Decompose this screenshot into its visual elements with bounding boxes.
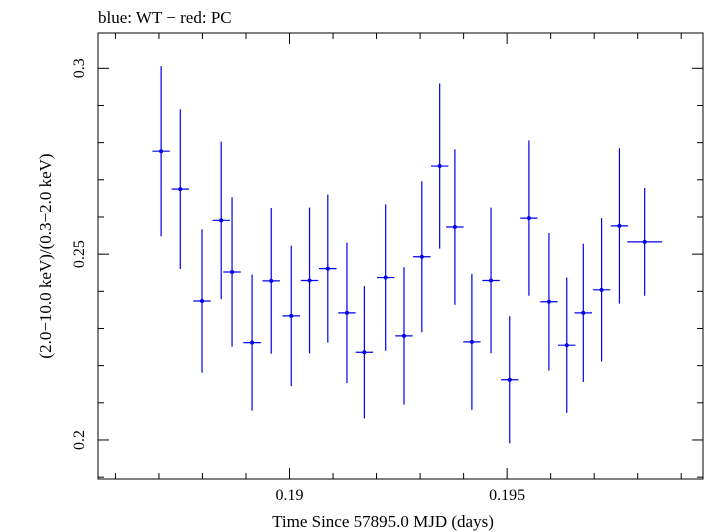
data-point [262,208,280,354]
point-marker [546,299,551,304]
point-marker [507,377,512,382]
data-point [463,273,481,410]
data-point [574,243,593,382]
data-point [223,197,241,347]
data-point [610,148,629,304]
point-marker [325,266,330,271]
point-marker [250,340,255,345]
point-marker [219,218,224,223]
point-marker [452,225,457,230]
point-marker [599,287,604,292]
data-point [540,232,558,371]
point-marker [362,350,367,355]
data-point [430,83,449,249]
data-point [152,66,170,237]
point-marker [489,278,494,283]
data-point [501,316,519,444]
x-tick-label: 0.19 [276,487,304,504]
x-axis-title: Time Since 57895.0 MJD (days) [272,512,494,531]
point-marker [469,339,474,344]
point-marker [581,310,586,315]
point-marker [269,278,274,283]
y-tick-label: 0.2 [71,430,88,450]
point-marker [419,254,424,259]
data-point [376,204,395,351]
point-marker [617,223,622,228]
point-marker [526,216,531,221]
plot-frame [97,32,704,480]
point-marker [289,313,294,318]
point-marker [200,298,205,303]
point-marker [344,310,349,315]
data-point [282,245,300,387]
point-marker [642,239,647,244]
point-marker [230,269,235,274]
y-tick-label: 0.25 [71,240,88,268]
data-point [413,181,431,333]
data-points [152,66,663,444]
point-marker [307,278,312,283]
data-point [592,218,611,362]
y-tick-label: 0.3 [71,58,88,78]
point-marker [159,149,164,154]
data-point [338,242,356,384]
point-marker [437,164,442,169]
data-point [243,274,261,411]
data-point [171,109,189,270]
data-point [319,194,337,343]
data-point [446,149,464,305]
data-point [300,207,319,354]
data-point [395,267,413,405]
data-point [520,140,538,296]
point-marker [564,343,569,348]
y-axis-title: (2.0−10.0 keV)/(0.3−2.0 keV) [36,153,55,358]
point-marker [178,187,183,192]
data-point [482,207,500,354]
data-point [558,277,576,413]
point-marker [401,333,406,338]
point-marker [383,275,388,280]
data-point [193,229,211,373]
x-tick-label: 0.195 [489,487,525,504]
chart-title: blue: WT − red: PC [98,8,232,27]
data-point [627,187,663,296]
axis-ticks: 0.19 0.195 0.2 0.25 0.3 [71,33,703,504]
data-point [355,286,374,419]
data-point [212,141,230,300]
